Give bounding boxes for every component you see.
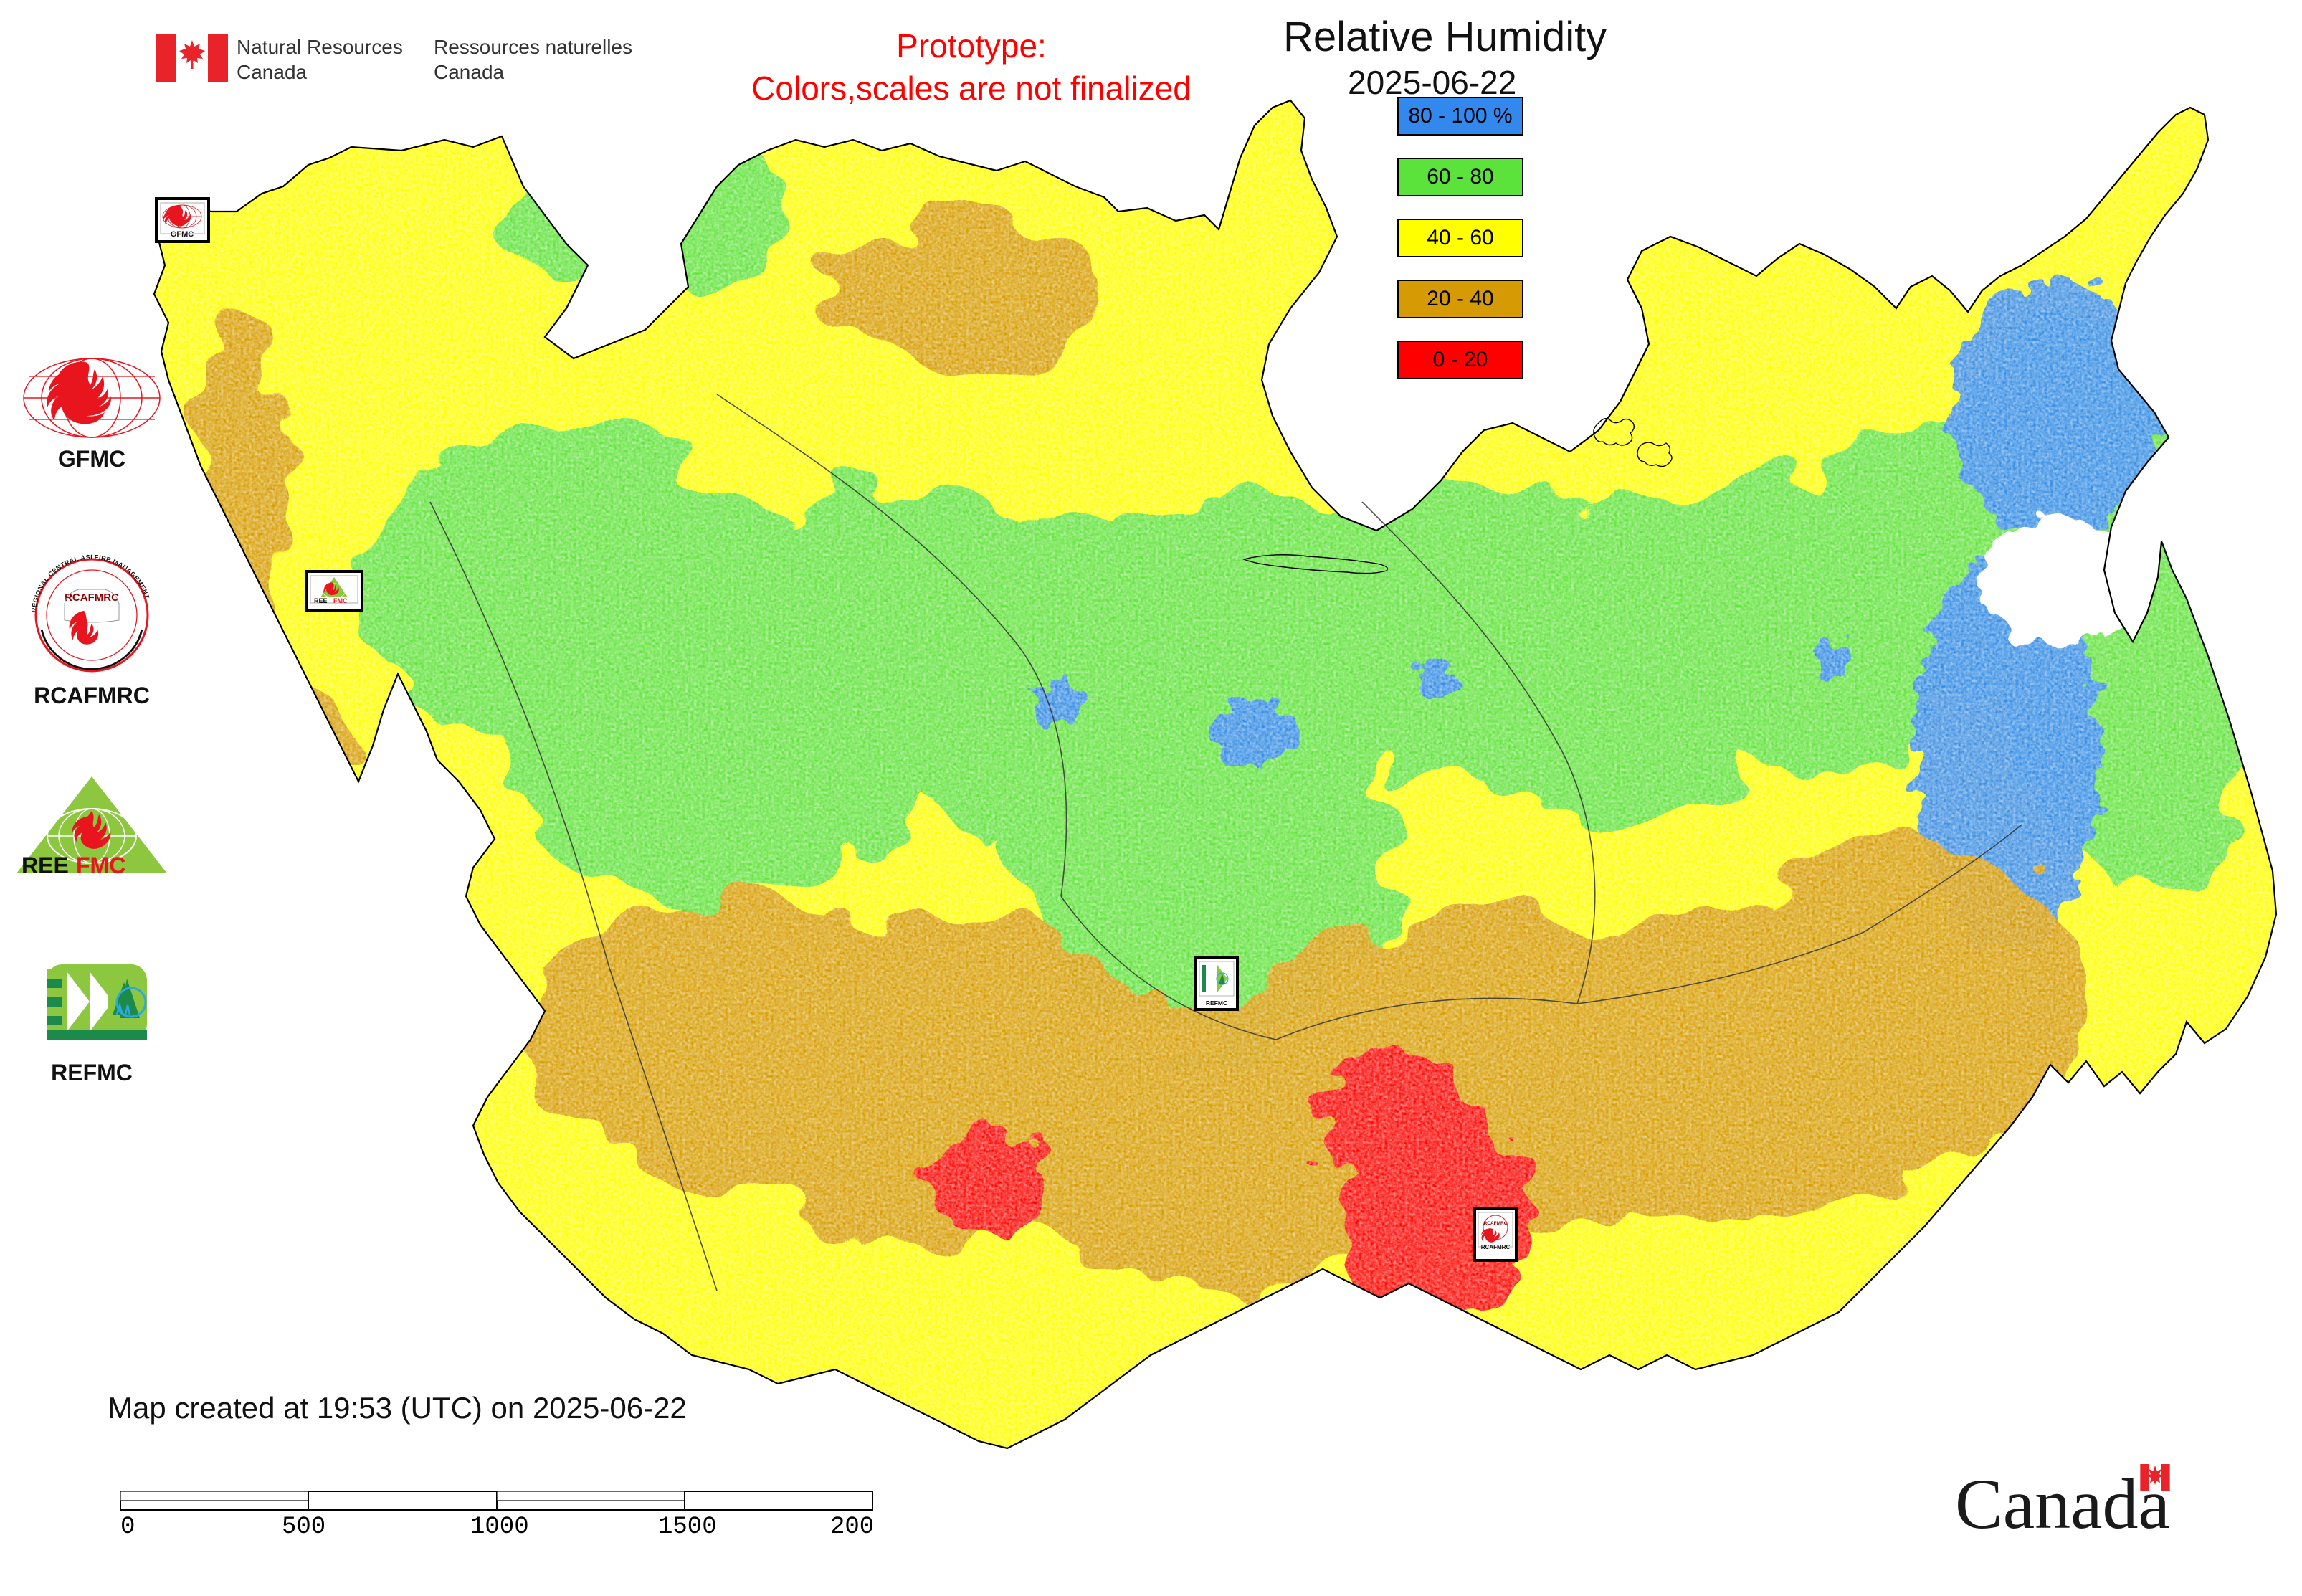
svg-text:FMC: FMC — [333, 597, 348, 604]
svg-text:FMC: FMC — [76, 852, 125, 878]
svg-text:1500: 1500 — [658, 1514, 717, 1534]
svg-text:GFMC: GFMC — [171, 230, 194, 239]
svg-text:REE: REE — [314, 597, 328, 604]
svg-text:2000 km: 2000 km — [830, 1514, 873, 1534]
svg-text:0: 0 — [120, 1514, 135, 1534]
svg-text:RCAFMRC: RCAFMRC — [1481, 1244, 1511, 1250]
svg-text:RCAFMRC: RCAFMRC — [1484, 1221, 1508, 1226]
svg-text:REE: REE — [22, 852, 69, 878]
svg-text:REFMC: REFMC — [1206, 999, 1227, 1007]
svg-text:RCAFMRC: RCAFMRC — [65, 592, 119, 604]
svg-text:500: 500 — [282, 1514, 325, 1534]
svg-text:1000: 1000 — [470, 1514, 529, 1534]
